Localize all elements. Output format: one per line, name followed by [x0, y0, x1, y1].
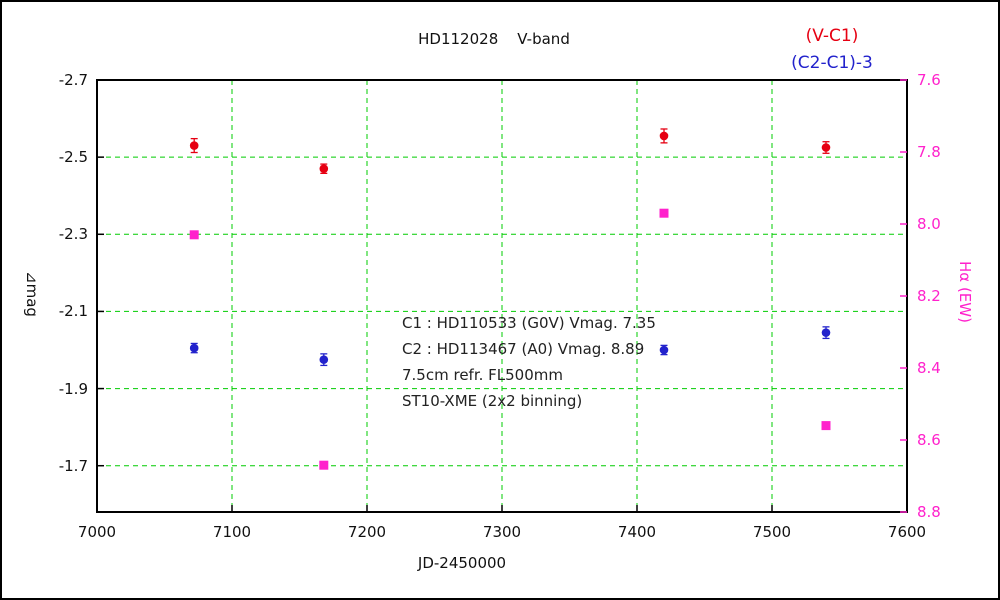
- annotation-line-2: C2 : HD113467 (A0) Vmag. 8.89: [402, 340, 645, 358]
- x-tick-label: 7400: [617, 523, 657, 541]
- y-tick-label-right: 8.0: [917, 215, 941, 233]
- x-tick-label: 7100: [212, 523, 252, 541]
- y-tick-label-left: -2.5: [58, 148, 88, 167]
- legend-entry-1: (C2-C1)-3: [791, 53, 873, 73]
- annotation-line-1: C1 : HD110533 (G0V) Vmag. 7.35: [402, 314, 656, 332]
- x-tick-label: 7300: [482, 523, 522, 541]
- x-tick-label: 7200: [347, 523, 387, 541]
- left-axis-title: ⊿mag: [23, 271, 41, 317]
- data-point-square: [821, 421, 831, 431]
- y-tick-label-left: -1.7: [58, 456, 88, 475]
- x-tick-label: 7500: [752, 523, 792, 541]
- y-tick-label-right: 8.4: [917, 359, 941, 377]
- data-point-circle: [821, 143, 831, 152]
- x-tick-label: 7000: [77, 523, 117, 541]
- data-point-square: [319, 460, 329, 470]
- y-tick-label-right: 7.8: [917, 143, 941, 161]
- data-point-circle: [189, 141, 199, 150]
- x-axis-title: JD-2450000: [417, 554, 507, 572]
- x-tick-label: 7600: [887, 523, 927, 541]
- data-point-circle: [659, 345, 669, 355]
- annotation-line-4: ST10-XME (2x2 binning): [402, 392, 583, 410]
- legend-entry-0: (V-C1): [805, 26, 859, 46]
- data-point-circle: [659, 131, 669, 141]
- chart-title: HD112028 V-band: [418, 30, 570, 48]
- data-point-circle: [319, 355, 329, 364]
- y-tick-label-left: -2.3: [58, 225, 88, 244]
- data-point-circle: [821, 328, 831, 337]
- y-tick-label-right: 7.6: [917, 71, 941, 89]
- data-point-circle: [189, 343, 199, 353]
- data-point-square: [189, 230, 199, 240]
- y-tick-label-left: -1.9: [58, 379, 88, 398]
- data-point-circle: [319, 164, 329, 174]
- y-tick-label-right: 8.6: [917, 431, 941, 449]
- y-tick-label-left: -2.7: [58, 71, 88, 89]
- annotation-line-3: 7.5cm refr. FL500mm: [402, 366, 563, 384]
- data-point-square: [659, 208, 669, 218]
- y-tick-label-right: 8.2: [917, 287, 941, 305]
- y-tick-label-left: -2.1: [58, 302, 88, 321]
- right-axis-title: Hα (EW): [956, 261, 974, 323]
- y-tick-label-right: 8.8: [917, 503, 941, 521]
